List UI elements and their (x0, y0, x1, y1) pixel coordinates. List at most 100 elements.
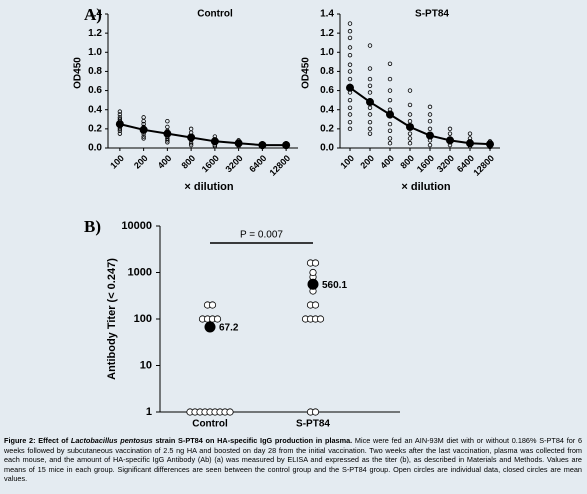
x-tick-label: 800 (398, 153, 416, 171)
data-point (367, 119, 373, 125)
data-point (407, 88, 413, 93)
data-point (347, 35, 353, 41)
x-tick-label: 12800 (267, 153, 292, 178)
data-point (367, 131, 373, 136)
data-point (117, 128, 123, 133)
y-tick-label: 0.6 (88, 85, 102, 96)
data-point (165, 138, 170, 143)
y-tick-label: 1.0 (320, 47, 334, 58)
data-point (427, 126, 433, 132)
chart-title: S-PT84 (415, 9, 449, 20)
data-point (387, 136, 393, 141)
mean-marker (406, 122, 414, 131)
mean-label: 67.2 (219, 323, 239, 334)
data-point (117, 109, 123, 114)
data-point (188, 142, 194, 148)
data-point (226, 408, 234, 416)
data-point (387, 121, 393, 127)
data-point (367, 66, 373, 71)
data-point (141, 115, 146, 120)
mean-marker (386, 110, 394, 119)
data-point (347, 52, 353, 58)
data-point (347, 97, 353, 103)
data-point (141, 136, 146, 141)
y-tick-label: 100 (134, 313, 152, 325)
data-point (387, 97, 393, 103)
data-point (311, 259, 320, 267)
mean-marker (366, 98, 374, 107)
y-tick-label: 0.4 (88, 104, 102, 115)
caption-title: strain S-PT84 on HA-specific IgG product… (152, 436, 353, 445)
y-tick-label: 1.0 (88, 47, 102, 58)
x-tick-label: 6400 (247, 153, 268, 174)
panel-label: B) (84, 217, 101, 236)
data-point (407, 118, 413, 124)
data-point (347, 105, 353, 110)
x-tick-label: Control (192, 419, 228, 430)
x-tick-label: 100 (108, 153, 126, 171)
data-point (447, 131, 453, 136)
x-tick-label: 200 (358, 153, 376, 171)
y-axis-label: OD450 (301, 57, 312, 89)
x-axis-label: × dilution (401, 181, 450, 193)
y-tick-label: 0.0 (88, 143, 102, 154)
data-point (447, 126, 453, 132)
x-tick-label: 3200 (435, 153, 456, 174)
y-tick-label: 1.4 (88, 9, 102, 20)
data-point (347, 62, 353, 67)
data-point (367, 112, 373, 117)
caption-species: Lactobacillus pentosus (70, 436, 153, 445)
y-tick-label: 1.2 (88, 28, 102, 39)
data-point (117, 112, 123, 117)
data-point (367, 43, 373, 48)
data-point (347, 119, 353, 125)
data-point (347, 69, 353, 74)
y-tick-label: 0.2 (320, 123, 334, 134)
data-point (347, 21, 353, 26)
x-tick-label: 400 (156, 153, 174, 171)
y-tick-label: 0.2 (88, 123, 102, 134)
caption: Figure 2: Effect of Lactobacillus pentos… (4, 436, 582, 484)
caption-title: Figure 2: Effect of (4, 436, 71, 445)
x-tick-label: 12800 (471, 153, 496, 178)
mean-marker (139, 125, 148, 134)
data-point (407, 102, 413, 108)
x-tick-label: 400 (378, 153, 396, 171)
data-point (208, 301, 217, 309)
figure: A) B) 0.0 0.2 0.4 0.6 0.8 1.0 1.2 1.4 Control OD4… (73, 5, 500, 430)
chart-title: Control (197, 9, 233, 20)
y-tick-label: 0.0 (320, 143, 334, 154)
data-point (367, 83, 373, 88)
y-axis-label: Antibody Titer (< 0.247) (106, 258, 118, 380)
data-point (347, 29, 353, 34)
x-tick-label: 200 (132, 153, 150, 171)
mean-marker (187, 133, 196, 142)
y-tick-label: 1 (146, 406, 152, 418)
x-tick-label: 3200 (223, 153, 244, 174)
y-tick-label: 10000 (121, 220, 152, 232)
data-point (188, 126, 194, 132)
data-point (427, 112, 433, 117)
data-point (367, 105, 373, 110)
data-point (165, 124, 170, 130)
mean-marker (234, 139, 243, 148)
data-point (165, 118, 170, 124)
y-tick-label: 0.8 (88, 66, 102, 77)
x-tick-label: 1600 (415, 153, 436, 174)
mean-marker (346, 83, 354, 92)
data-point (316, 315, 325, 323)
data-point (141, 118, 146, 124)
mean-marker (163, 129, 172, 138)
mean-marker (446, 136, 454, 145)
mean-marker (115, 120, 124, 129)
y-tick-label: 1.4 (320, 9, 334, 20)
y-axis-label: OD450 (73, 57, 84, 89)
annotation: P = 0.007 (240, 230, 283, 241)
data-point (387, 88, 393, 93)
data-point (367, 76, 373, 82)
x-tick-label: S-PT84 (296, 419, 330, 430)
data-point (427, 104, 433, 110)
data-point (407, 141, 413, 146)
caption-body: Mice were fed an AIN-93M diet with or wi… (4, 436, 582, 484)
